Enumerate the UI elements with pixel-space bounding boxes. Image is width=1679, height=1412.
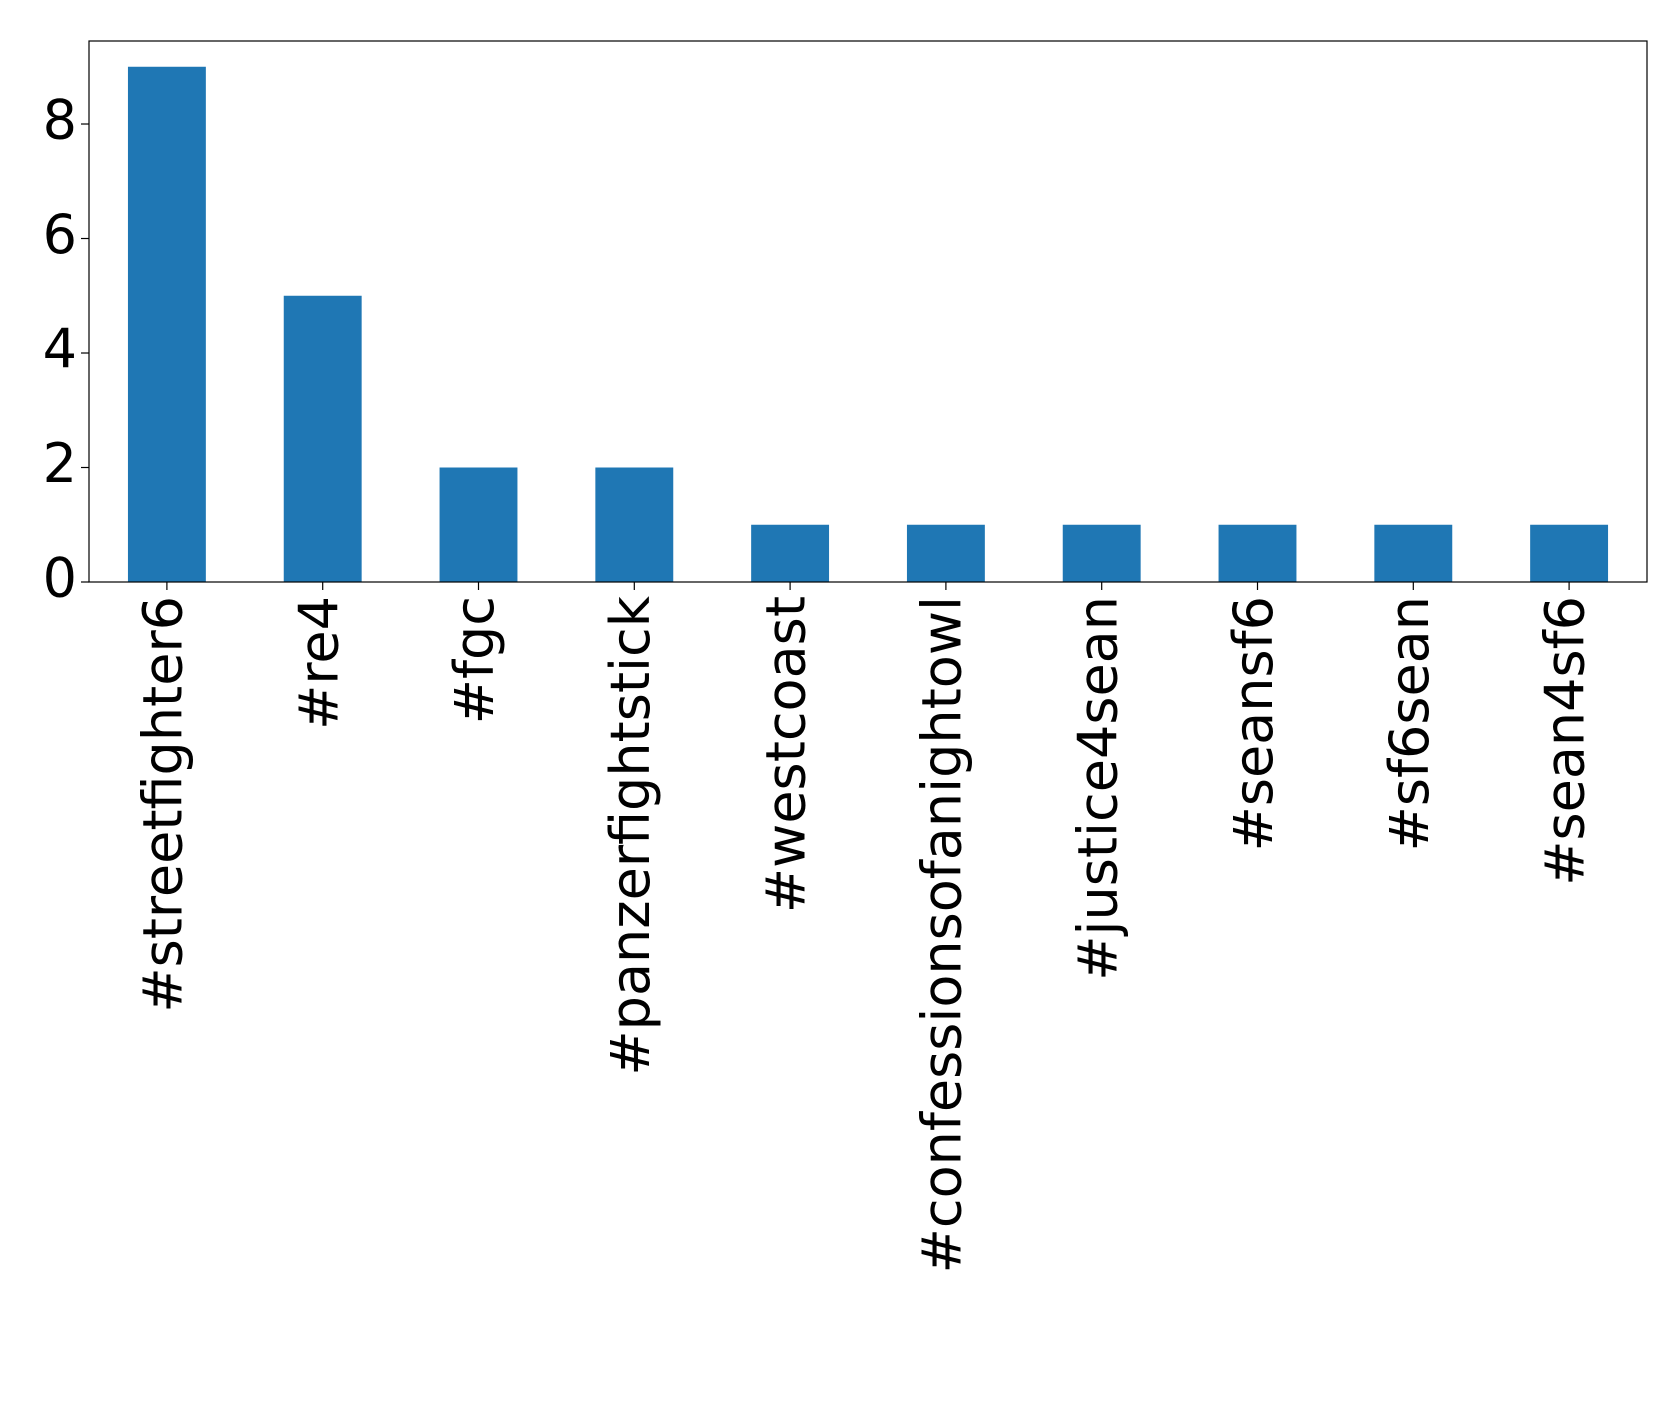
bar [283, 295, 362, 582]
y-tick-label: 8 [43, 89, 77, 152]
bar [1530, 524, 1609, 582]
bar [595, 467, 674, 582]
bar [751, 524, 830, 582]
x-tick-label: #panzerfightstick [599, 595, 662, 1075]
x-tick-label: #sf6sean [1378, 596, 1441, 851]
bar [1374, 524, 1453, 582]
plot-frame [88, 40, 1648, 583]
x-tick-label: #confessionsofanightowl [911, 596, 974, 1273]
x-tick-label: #re4 [287, 596, 350, 730]
x-tick-label: #sean4sf6 [1534, 596, 1597, 886]
y-tick-label: 2 [43, 432, 77, 495]
x-tick-label: #westcoast [755, 596, 818, 913]
y-tick-label: 0 [43, 547, 77, 610]
bar [127, 66, 206, 582]
bar [439, 467, 518, 582]
y-tick-label: 4 [43, 318, 77, 381]
y-tick-label: 6 [43, 203, 77, 266]
bar [1218, 524, 1297, 582]
x-tick-label: #fgc [443, 596, 506, 724]
x-tick-label: #seansf6 [1222, 596, 1285, 851]
x-tick-label: #justice4sean [1066, 596, 1129, 981]
bar [1062, 524, 1141, 582]
bar [906, 524, 985, 582]
x-tick-label: #streetfighter6 [132, 596, 195, 1013]
